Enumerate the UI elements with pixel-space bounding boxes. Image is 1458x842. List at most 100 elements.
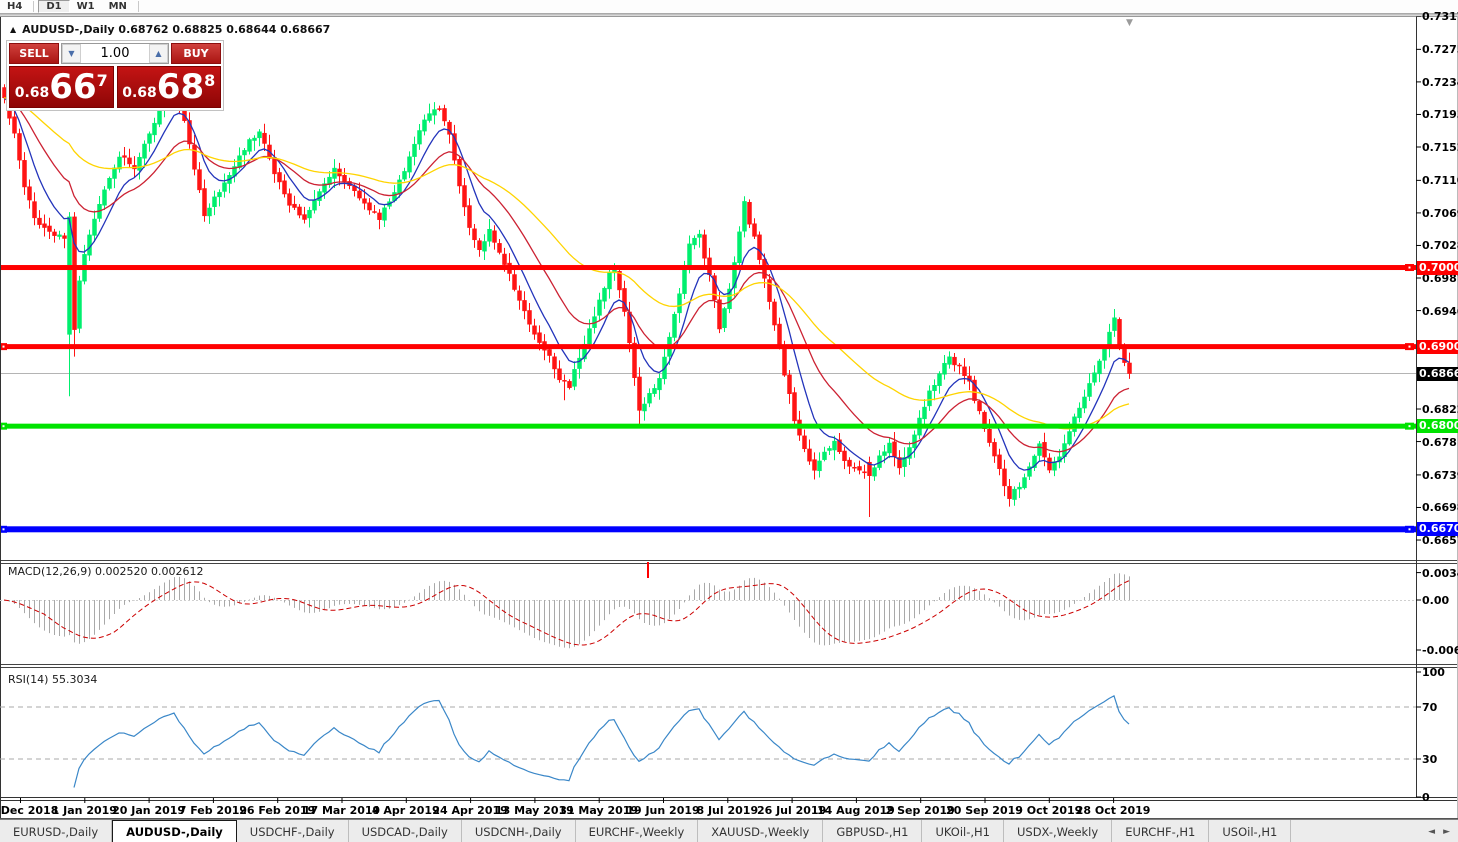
chart-tab-gbpusd-h1[interactable]: GBPUSD-,H1: [823, 820, 923, 842]
chart-tab-eurusd-daily[interactable]: EURUSD-,Daily: [0, 820, 113, 842]
price-tick-label: 0.71930: [1422, 108, 1458, 122]
volume-decrease-icon[interactable]: ▼: [62, 44, 81, 63]
macd-histogram: [9, 573, 1130, 649]
date-label: 17 Mar 2019: [302, 804, 381, 817]
rsi-tick-label: 70: [1422, 701, 1438, 714]
price-level-badge: 0.68004: [1417, 419, 1458, 434]
macd-signal-line: [3, 580, 1130, 646]
price-tick-label: 0.71100: [1422, 174, 1458, 188]
date-label: 26 Feb 2019: [239, 804, 316, 817]
date-label: 19 Jun 2019: [626, 804, 700, 817]
date-label: 20 Jan 2019: [112, 804, 186, 817]
chart-canvas[interactable]: [0, 16, 1458, 819]
date-label: 9 Oct 2019: [1015, 804, 1083, 817]
price-level-badge: 0.69006: [1417, 339, 1458, 354]
chart-tab-audusd-daily[interactable]: AUDUSD-,Daily: [112, 820, 237, 842]
sell-button[interactable]: SELL: [9, 43, 59, 64]
price-tick-label: 0.72750: [1422, 43, 1458, 57]
chart-shift-marker-icon[interactable]: ▼: [1126, 18, 1133, 28]
level-line-0.69006[interactable]: [0, 344, 1416, 350]
timeframe-button-d1[interactable]: D1: [38, 0, 70, 13]
timeframe-button-mn[interactable]: MN: [108, 1, 127, 12]
chart-tab-usdcad-daily[interactable]: USDCAD-,Daily: [349, 820, 462, 842]
price-tick-label: 0.66980: [1422, 501, 1458, 515]
price-level-badge: 0.66705: [1417, 522, 1458, 537]
date-label: 4 Apr 2019: [371, 804, 440, 817]
price-tick-label: 0.72340: [1422, 75, 1458, 89]
date-label: 24 Apr 2019: [432, 804, 508, 817]
medium-ema-line: [3, 97, 1130, 453]
timeframe-button-h4[interactable]: H4: [7, 1, 23, 12]
timeframe-toolbar: H4 D1 W1 MN: [0, 0, 1458, 13]
chart-tab-eurchf-weekly[interactable]: EURCHF-,Weekly: [576, 820, 699, 842]
buy-price-display[interactable]: 0.68 68 8: [116, 66, 221, 108]
toolbar-divider: [0, 13, 1458, 16]
toolbar-separator: [137, 1, 139, 12]
chart-tab-usoil-h1[interactable]: USOil-,H1: [1209, 820, 1292, 842]
rsi-tick-label: 100: [1422, 666, 1445, 679]
date-label: 1 Jan 2019: [51, 804, 117, 817]
date-label: 26 Jul 2019: [756, 804, 827, 817]
sell-price-display[interactable]: 0.68 66 7: [9, 66, 114, 108]
chart-tab-usdcnh-daily[interactable]: USDCNH-,Daily: [462, 820, 576, 842]
symbol-ohlc-text: AUDUSD-,Daily 0.68762 0.68825 0.68644 0.…: [22, 23, 331, 36]
chart-tab-usdchf-daily[interactable]: USDCHF-,Daily: [237, 820, 349, 842]
symbol-header: ▲ AUDUSD-,Daily 0.68762 0.68825 0.68644 …: [10, 23, 330, 36]
chart-tab-eurchf-h1[interactable]: EURCHF-,H1: [1112, 820, 1210, 842]
date-label: 28 Oct 2019: [1075, 804, 1151, 817]
buy-price-pips: 68: [156, 67, 205, 107]
price-tick-label: 0.67390: [1422, 468, 1458, 482]
sell-price-pips: 66: [49, 67, 97, 107]
macd-label: MACD(12,26,9) 0.002520 0.002612: [8, 565, 204, 578]
chart-tab-xauusd-weekly[interactable]: XAUUSD-,Weekly: [698, 820, 824, 842]
date-label: 14 Aug 2019: [816, 804, 895, 817]
date-label: 7 Feb 2019: [178, 804, 248, 817]
price-tick-label: 0.66570: [1422, 534, 1458, 548]
price-tick-label: 0.67810: [1422, 435, 1458, 449]
level-line-0.70002[interactable]: [0, 265, 1416, 271]
price-tick-label: 0.68220: [1422, 403, 1458, 416]
date-label: 8 Jul 2019: [696, 804, 759, 817]
sell-price-figure: 0.68: [14, 85, 50, 101]
volume-increase-icon[interactable]: ▲: [149, 44, 168, 63]
timeframe-button-w1[interactable]: W1: [76, 1, 95, 12]
level-line-0.68004[interactable]: [0, 423, 1416, 429]
price-tick-label: 0.69870: [1422, 272, 1458, 285]
volume-value[interactable]: 1.00: [100, 46, 130, 61]
level-line-0.66705[interactable]: [0, 526, 1416, 533]
chart-tab-bar: EURUSD-,Daily AUDUSD-,Daily USDCHF-,Daily U…: [0, 819, 1458, 842]
chart-window: ▼ ▲ AUDUSD-,Daily 0.68762 0.68825 0.6864…: [0, 10, 1458, 819]
date-label: 13 May 2019: [494, 804, 574, 817]
tab-scroll-right-icon[interactable]: ►: [1443, 826, 1450, 837]
candles-layer: [2, 78, 1132, 517]
date-label: 20 Sep 2019: [946, 804, 1023, 817]
date-label: 2 Sep 2019: [885, 804, 955, 817]
buy-button[interactable]: BUY: [171, 43, 221, 64]
buy-price-figure: 0.68: [122, 85, 157, 101]
macd-tick-label: 0.00349: [1422, 566, 1458, 580]
rsi-tick-label: 30: [1422, 753, 1438, 766]
price-tick-label: 0.73170: [1422, 10, 1458, 23]
tab-scroll-left-icon[interactable]: ◄: [1428, 826, 1436, 837]
rsi-tick-label: 0: [1422, 791, 1430, 804]
price-tick-label: 0.71520: [1422, 141, 1458, 154]
date-label: 31 May 2019: [559, 804, 639, 817]
current-price-badge: 0.68667: [1417, 366, 1458, 381]
collapse-triangle-icon[interactable]: ▲: [10, 25, 17, 34]
macd-tick-label: -0.00637: [1422, 644, 1458, 657]
price-tick-label: 0.69460: [1422, 304, 1458, 318]
chart-tab-usdx-weekly[interactable]: USDX-,Weekly: [1004, 820, 1113, 842]
toolbar-separator: [33, 1, 35, 12]
price-level-badge: 0.70002: [1417, 260, 1458, 275]
fast-ema-line: [3, 97, 1130, 471]
chart-tab-ukoil-h1[interactable]: UKOil-,H1: [922, 820, 1004, 842]
sell-price-point: 7: [96, 70, 108, 90]
slow-ema-line: [3, 97, 1130, 430]
price-tick-label: 0.70280: [1422, 239, 1458, 253]
volume-box: ▼ 1.00 ▲: [61, 43, 169, 64]
rsi-line: [73, 694, 1130, 788]
one-click-trade-panel: SELL ▼ 1.00 ▲ BUY 0.68 66 7 0.68 68 8: [6, 40, 224, 111]
price-tick-label: 0.70690: [1422, 206, 1458, 220]
macd-vline-marker[interactable]: [647, 562, 649, 578]
